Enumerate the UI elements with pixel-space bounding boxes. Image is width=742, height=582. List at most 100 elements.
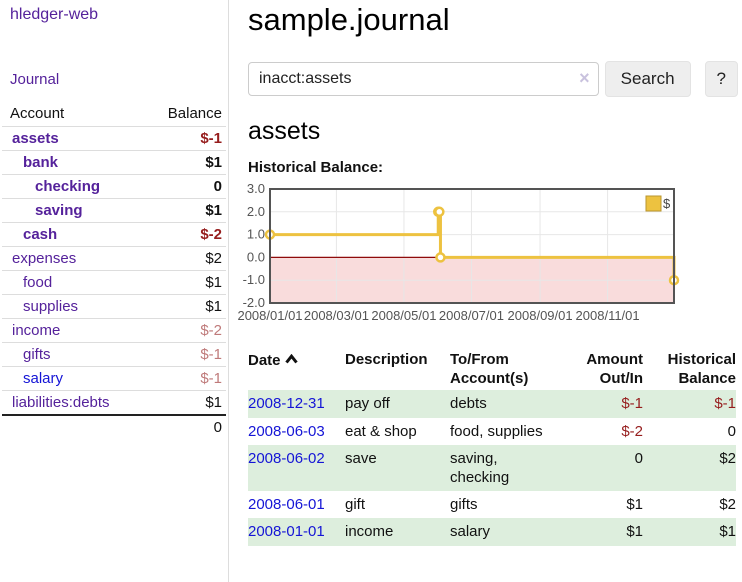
search-bar: × Search ? [248,61,738,97]
transaction-amount: $-2 [621,422,643,440]
transaction-balance: 0 [727,422,736,440]
account-section-title: assets [248,117,321,145]
account-link-supplies[interactable]: supplies [23,298,79,315]
register-row: 2008-06-01 gift gifts $1 $2 [248,491,736,518]
account-balance-cash: $-2 [142,222,226,247]
transaction-description: pay off [345,395,390,413]
account-link-income[interactable]: income [12,322,61,339]
transaction-amount: 0 [634,449,643,467]
account-link-assets[interactable]: assets [12,130,59,147]
account-row-expenses: expenses $2 [2,246,226,271]
account-row-checking: checking 0 [2,174,226,199]
account-balance-salary: $-1 [142,366,226,391]
account-link-cash[interactable]: cash [23,226,58,243]
transaction-date-link[interactable]: 2008-06-02 [248,449,325,467]
sort-ascending-icon [284,350,298,369]
svg-text:2008/09/01: 2008/09/01 [508,308,573,323]
account-balance-checking: 0 [142,174,226,199]
register-header-row: Date Description To/From Account(s) Amou… [248,348,736,390]
search-input[interactable] [248,62,599,96]
svg-text:$: $ [663,196,671,211]
page-title: sample.journal [248,2,450,37]
account-link-saving[interactable]: saving [35,202,83,219]
accounts-header-row: Account Balance [2,102,226,127]
svg-text:-1.0: -1.0 [243,272,265,287]
account-row-liabilities-debts: liabilities:debts $1 [2,390,226,416]
svg-text:2008/03/01: 2008/03/01 [304,308,369,323]
transaction-description: save [345,449,377,467]
svg-text:1.0: 1.0 [247,227,265,242]
transaction-date-link[interactable]: 2008-06-03 [248,422,325,440]
clear-search-icon[interactable]: × [579,68,590,88]
account-link-liabilities-debts[interactable]: liabilities:debts [12,394,110,411]
account-balance-income: $-2 [142,318,226,343]
transaction-balance: $1 [719,523,736,541]
svg-text:2008/05/01: 2008/05/01 [371,308,436,323]
account-balance-saving: $1 [142,198,226,223]
transaction-amount: $1 [626,496,643,514]
transaction-accounts: salary [450,523,491,541]
account-link-checking[interactable]: checking [35,178,101,195]
transaction-balance: $2 [719,449,736,467]
account-balance-assets: $-1 [142,126,226,151]
account-row-gifts: gifts $-1 [2,342,226,367]
account-row-cash: cash $-2 [2,222,226,247]
register-row: 2008-01-01 income salary $1 $1 [248,518,736,546]
account-balance-bank: $1 [142,150,226,175]
account-link-expenses[interactable]: expenses [12,250,77,267]
accounts-header-account: Account [2,102,143,127]
register-row: 2008-06-03 eat & shop food, supplies $-2… [248,418,736,445]
account-row-supplies: supplies $1 [2,294,226,319]
register-table: Date Description To/From Account(s) Amou… [248,348,736,546]
register-header-date[interactable]: Date [248,348,345,390]
register-header-description: Description [345,351,428,368]
help-button[interactable]: ? [704,61,738,97]
svg-text:2.0: 2.0 [247,204,265,219]
transaction-accounts: food, supplies [450,422,543,440]
account-link-food[interactable]: food [23,274,53,291]
accounts-table: Account Balance assets $-1 bank $1 check… [2,102,226,439]
app-title-link[interactable]: hledger-web [10,6,99,23]
transaction-description: gift [345,496,366,514]
svg-text:2008/11/01: 2008/11/01 [576,308,640,323]
chart-heading: Historical Balance: [248,159,384,176]
account-balance-expenses: $2 [142,246,226,271]
transaction-accounts: gifts [450,496,478,514]
main-content: sample.journal × Search ? assets Histori… [237,0,738,546]
account-balance-liabilities-debts: $1 [142,390,226,416]
sidebar-item-journal[interactable]: Journal [10,71,60,88]
sidebar: hledger-web Journal Account Balance asse… [0,0,229,582]
transaction-description: income [345,523,394,541]
account-link-bank[interactable]: bank [23,154,59,171]
account-balance-gifts: $-1 [142,342,226,367]
accounts-header-balance: Balance [142,102,226,127]
transaction-description: eat & shop [345,422,417,440]
balance-chart: $3.0 2.0 1.0 0.0 -1.0 -2.0 2008/01/01 2008/03/0… [237,181,735,333]
account-row-saving: saving $1 [2,198,226,223]
search-button[interactable]: Search [604,61,691,97]
account-balance-supplies: $1 [142,294,226,319]
account-link-gifts[interactable]: gifts [23,346,51,363]
transaction-amount: $1 [626,523,643,541]
account-row-bank: bank $1 [2,150,226,175]
accounts-total-value: 0 [142,414,226,439]
account-row-assets: assets $-1 [2,126,226,151]
accounts-total-row: 0 [2,414,226,439]
account-row-income: income $-2 [2,318,226,343]
register-header-balance: Historical Balance [667,351,736,388]
register-header-tofrom: To/From Account(s) [450,351,529,388]
svg-text:2008/01/01: 2008/01/01 [237,308,302,323]
transaction-date-link[interactable]: 2008-12-31 [248,395,325,413]
transaction-date-link[interactable]: 2008-01-01 [248,523,325,541]
svg-text:0.0: 0.0 [247,249,265,264]
account-balance-food: $1 [142,270,226,295]
register-row: 2008-12-31 pay off debts $-1 $-1 [248,390,736,418]
account-row-food: food $1 [2,270,226,295]
svg-text:2008/07/01: 2008/07/01 [439,308,504,323]
transaction-balance: $2 [719,496,736,514]
transaction-balance: $-1 [714,395,736,413]
svg-text:3.0: 3.0 [247,181,265,196]
account-link-salary[interactable]: salary [23,370,64,387]
transaction-date-link[interactable]: 2008-06-01 [248,496,325,514]
